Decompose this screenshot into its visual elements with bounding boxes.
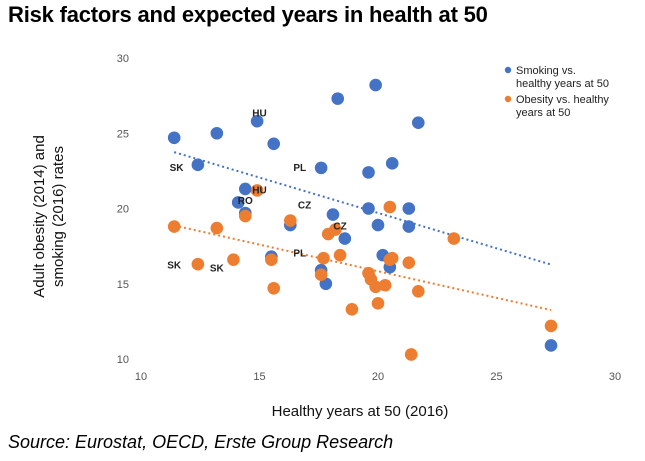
point-label: CZ: [333, 222, 346, 233]
point-label: PL: [293, 163, 306, 174]
data-point: [369, 280, 382, 294]
legend-label: years at 50: [516, 107, 570, 119]
data-point: [210, 126, 224, 140]
data-point: [369, 78, 382, 92]
y-tick-label: 25: [117, 128, 129, 140]
data-point: [402, 256, 416, 269]
data-point: [284, 214, 297, 227]
x-tick-label: 25: [490, 371, 502, 383]
x-tick-label: 10: [135, 371, 147, 383]
data-point: [326, 208, 340, 221]
data-point: [402, 202, 416, 215]
point-label: SK: [167, 261, 182, 272]
point-label: CZ: [298, 201, 311, 212]
y-axis-title: Adult obesity (2014) and smoking (2016) r…: [31, 135, 67, 298]
data-point: [167, 131, 181, 145]
data-point: [383, 200, 397, 214]
point-label: RO: [238, 196, 253, 207]
legend: Smoking vs.healthy years at 50 Obesity vs…: [504, 65, 609, 119]
data-point: [191, 257, 205, 271]
data-point: [314, 161, 328, 175]
data-point: [227, 253, 240, 266]
data-point: [447, 232, 461, 245]
data-point: [362, 202, 375, 215]
point-label: PL: [293, 249, 306, 260]
data-point: [329, 223, 342, 236]
y-tick-label: 20: [117, 204, 129, 216]
data-point: [238, 209, 252, 223]
data-point: [371, 218, 385, 232]
data-point: [333, 248, 347, 262]
data-point: [267, 137, 281, 151]
data-point: [167, 220, 181, 233]
point-label: HU: [252, 109, 266, 120]
x-tick-label: 30: [609, 371, 621, 383]
data-point: [238, 182, 252, 196]
data-point: [317, 251, 330, 265]
legend-label: Smoking vs.: [516, 65, 576, 77]
data-point: [314, 268, 328, 282]
data-point: [544, 339, 558, 352]
data-point: [345, 303, 359, 316]
data-point: [250, 114, 264, 128]
data-points: [167, 78, 558, 361]
axes: 10 15 20 25 30 10 15 20 25 30 Healthy years at 50 …: [31, 53, 621, 420]
data-point: [402, 220, 416, 233]
y-axis-title-line: smoking (2016) rates: [50, 146, 67, 287]
y-tick-label: 30: [117, 53, 129, 65]
data-point: [385, 157, 399, 170]
data-point: [362, 166, 375, 179]
data-point: [411, 116, 425, 130]
data-point: [371, 297, 385, 310]
legend-marker: [504, 95, 512, 103]
x-tick-label: 15: [253, 371, 265, 383]
point-label: SK: [210, 264, 225, 275]
data-point: [378, 278, 392, 292]
x-tick-label: 20: [372, 371, 384, 383]
data-point: [265, 253, 278, 266]
y-axis-title-line: Adult obesity (2014) and: [31, 135, 48, 298]
source-note: Source: Eurostat, OECD, Erste Group Rese…: [8, 432, 394, 452]
data-point: [331, 92, 345, 105]
y-tick-label: 10: [117, 354, 129, 366]
data-point: [210, 221, 224, 235]
data-point: [338, 232, 352, 245]
legend-label: Obesity vs. healthy: [516, 94, 609, 106]
data-point: [267, 281, 281, 295]
legend-marker: [504, 66, 512, 74]
trendlines: [173, 151, 552, 312]
x-axis-title: Healthy years at 50 (2016): [272, 403, 449, 420]
data-point: [411, 284, 425, 298]
point-label: SK: [170, 163, 185, 174]
point-label: HU: [252, 185, 266, 196]
chart-title: Risk factors and expected years in healt…: [8, 2, 488, 27]
data-point: [385, 251, 399, 265]
data-point: [250, 184, 264, 197]
y-tick-label: 15: [117, 279, 129, 291]
data-point: [404, 348, 418, 361]
trendline: [173, 224, 552, 312]
legend-label: healthy years at 50: [516, 78, 609, 90]
data-point: [544, 319, 558, 333]
scatter-chart: 10 15 20 25 30 10 15 20 25 30 Healthy years at 50 …: [31, 53, 621, 420]
data-point: [191, 158, 205, 172]
data-point: [231, 196, 245, 209]
